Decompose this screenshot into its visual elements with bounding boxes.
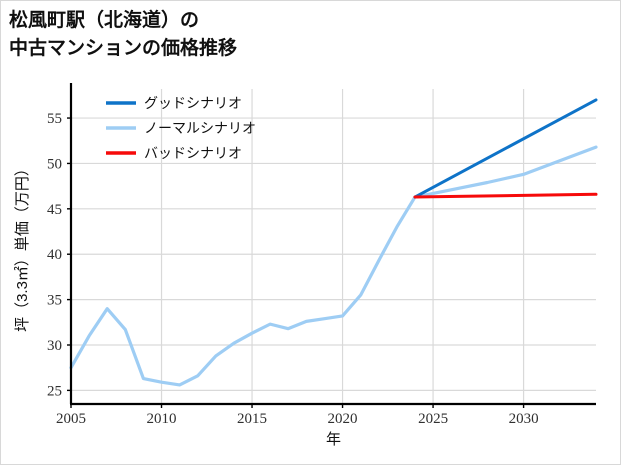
y-tick-label-55: 55 — [47, 111, 62, 127]
x-tick-label-2030: 2030 — [509, 411, 539, 427]
series-line-グッドシナリオ — [413, 98, 598, 199]
x-tick-label-2020: 2020 — [328, 411, 358, 427]
y-axis-title: 坪（3.3㎡）単価（万円） — [14, 161, 31, 332]
y-tick-label-30: 30 — [47, 338, 62, 354]
x-tick-label-2015: 2015 — [237, 411, 267, 427]
gridlines-group — [71, 117, 596, 391]
y-tick-label-40: 40 — [47, 247, 62, 263]
series-line-バッドシナリオ — [413, 192, 598, 199]
x-gridlines-group — [160, 89, 525, 404]
y-tick-label-45: 45 — [47, 202, 62, 218]
chart-title: 松風町駅（北海道）の中古マンションの価格推移 — [9, 7, 609, 62]
x-tick-label-2010: 2010 — [147, 411, 177, 427]
legend-label-good: グッドシナリオ — [144, 95, 242, 111]
y-tick-label-50: 50 — [47, 156, 62, 172]
series-group — [69, 98, 598, 387]
chart-title-line-2: 中古マンションの価格推移 — [9, 37, 238, 59]
x-tick-label-2005: 2005 — [56, 411, 86, 427]
y-tick-labels: 25 30 35 40 45 50 55 — [47, 111, 71, 399]
legend-label-bad: バッドシナリオ — [144, 145, 242, 161]
y-tick-label-25: 25 — [47, 383, 62, 399]
y-tick-label-35: 35 — [47, 293, 62, 309]
chart-title-line-1: 松風町駅（北海道）の — [9, 10, 200, 31]
legend-label-normal: ノーマルシナリオ — [144, 120, 256, 136]
series-line-ノーマルシナリオ — [69, 145, 598, 387]
axis-spines — [69, 83, 596, 406]
x-tick-label-2025: 2025 — [418, 411, 448, 427]
x-axis-title: 年 — [326, 431, 341, 448]
x-tick-labels: 2005 2010 2015 2020 2025 2030 — [56, 404, 539, 427]
